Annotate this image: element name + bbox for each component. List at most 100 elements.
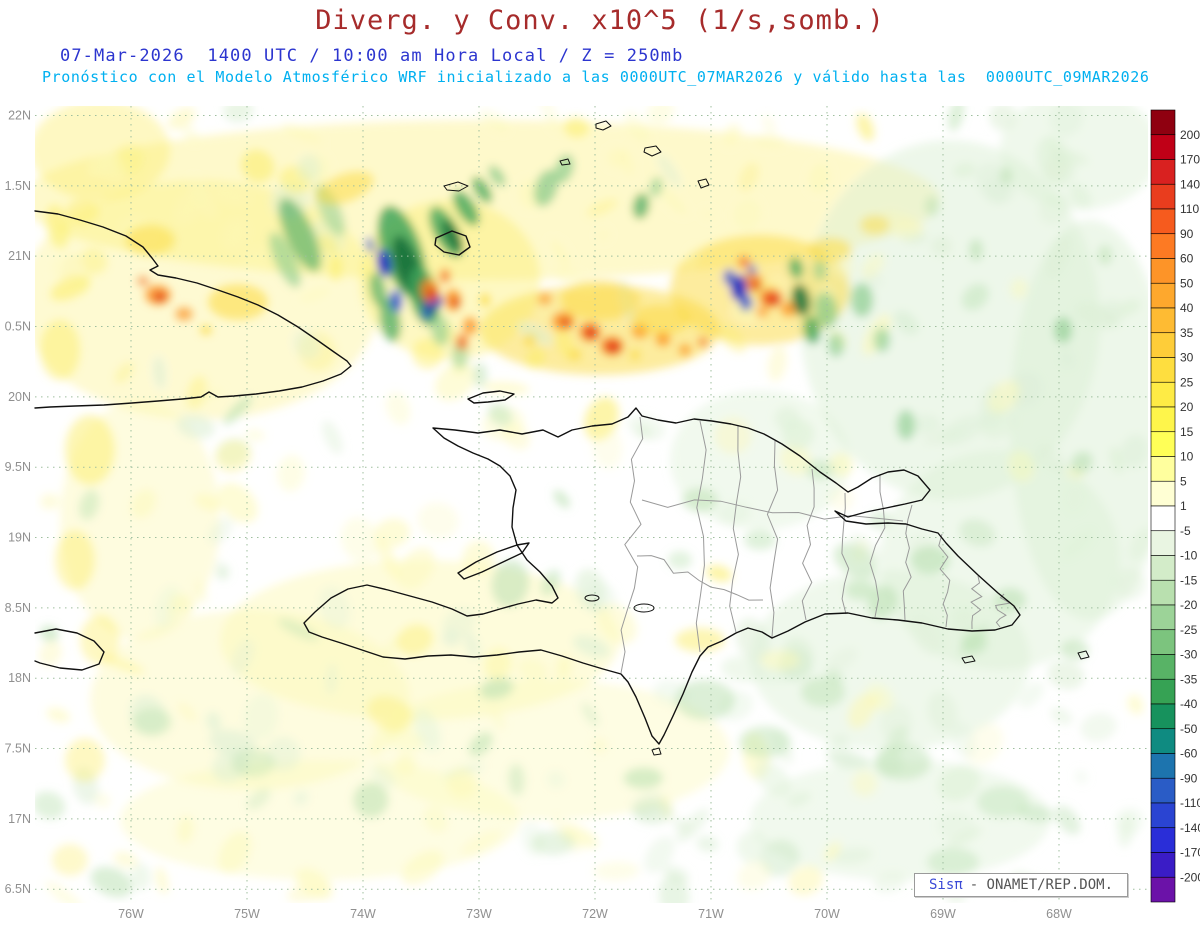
credit-box: Sisπ - ONAMET/REP.DOM. bbox=[914, 873, 1128, 897]
colorbar-segment bbox=[1150, 678, 1176, 705]
lon-label: 74W bbox=[350, 907, 376, 921]
colorbar-segment bbox=[1150, 654, 1176, 680]
axis-labels: 22N 1.5N 21N 0.5N 20N 9.5N 19N 8.5N 18N 7.5N 17N 6.… bbox=[5, 109, 1072, 922]
lon-label: 76W bbox=[118, 907, 144, 921]
lake-outline bbox=[633, 603, 655, 613]
colorbar-segment bbox=[1150, 728, 1176, 754]
colorbar-segment bbox=[1150, 604, 1176, 631]
colorbar-segment bbox=[1150, 307, 1176, 334]
colorbar-label: -170 bbox=[1180, 846, 1200, 860]
colorbar-segment bbox=[1150, 852, 1176, 878]
lon-label: 75W bbox=[234, 907, 260, 921]
colorbar-label: -200 bbox=[1180, 870, 1200, 884]
small-island bbox=[595, 120, 612, 131]
small-island bbox=[961, 655, 976, 664]
lake-outline bbox=[584, 594, 600, 602]
colorbar-label: 15 bbox=[1180, 425, 1194, 439]
colorbar-labels: 200 170 140 110 90 60 50 40 35 30 25 20 15 10 5 1 -5 -10 -… bbox=[1180, 128, 1200, 884]
colorbar-segment bbox=[1150, 282, 1176, 309]
small-island bbox=[643, 145, 662, 157]
lat-label: 21N bbox=[8, 249, 31, 263]
lat-label: 17N bbox=[8, 812, 31, 826]
lat-label: 7.5N bbox=[5, 742, 31, 756]
credit-brand: Sisπ bbox=[928, 877, 963, 893]
colorbar-segment bbox=[1150, 233, 1176, 259]
colorbar-label: 1 bbox=[1180, 499, 1187, 513]
colorbar-label: -10 bbox=[1180, 549, 1198, 563]
colorbar-label: 25 bbox=[1180, 375, 1194, 389]
small-island bbox=[559, 158, 571, 166]
colorbar-label: 20 bbox=[1180, 400, 1194, 414]
colorbar-label: 40 bbox=[1180, 301, 1194, 315]
lon-label: 73W bbox=[466, 907, 492, 921]
colorbar-label: 10 bbox=[1180, 450, 1194, 464]
lon-label: 69W bbox=[930, 907, 956, 921]
lat-label: 19N bbox=[8, 531, 31, 545]
lon-label: 68W bbox=[1046, 907, 1072, 921]
colorbar-segment bbox=[1150, 406, 1176, 433]
lon-label: 70W bbox=[814, 907, 840, 921]
lat-label: 20N bbox=[8, 390, 31, 404]
coastline-layer bbox=[34, 120, 1090, 756]
colorbar-segment bbox=[1150, 357, 1176, 383]
hispaniola-coastline bbox=[303, 407, 1021, 745]
colorbar bbox=[1150, 109, 1176, 903]
colorbar-label: -140 bbox=[1180, 821, 1200, 835]
colorbar-label: -15 bbox=[1180, 573, 1198, 587]
colorbar-segment bbox=[1150, 456, 1176, 482]
colorbar-segment bbox=[1150, 555, 1176, 581]
colorbar-label: 60 bbox=[1180, 252, 1194, 266]
colorbar-label: 170 bbox=[1180, 153, 1200, 167]
colorbar-label: 200 bbox=[1180, 128, 1200, 142]
small-island bbox=[443, 181, 469, 192]
subtitle-model-info: Pronóstico con el Modelo Atmosférico WRF… bbox=[42, 68, 1150, 86]
province-boundaries-layer bbox=[620, 416, 1012, 674]
colorbar-label: 35 bbox=[1180, 326, 1194, 340]
colorbar-label: 110 bbox=[1180, 202, 1199, 216]
colorbar-segment bbox=[1150, 431, 1176, 457]
colorbar-segment bbox=[1150, 258, 1176, 284]
colorbar-label: -40 bbox=[1180, 697, 1198, 711]
colorbar-segment bbox=[1150, 753, 1176, 779]
lat-label: 8.5N bbox=[5, 601, 31, 615]
colorbar-segment bbox=[1150, 629, 1176, 655]
small-island bbox=[1077, 650, 1090, 660]
cuba-coastline bbox=[34, 210, 352, 409]
colorbar-label: -90 bbox=[1180, 771, 1198, 785]
lon-label: 72W bbox=[582, 907, 608, 921]
lat-label: 22N bbox=[8, 109, 31, 123]
colorbar-label: -35 bbox=[1180, 672, 1198, 686]
colorbar-label: -50 bbox=[1180, 722, 1198, 736]
colorbar-segment bbox=[1150, 505, 1176, 532]
colorbar-segment bbox=[1150, 579, 1176, 606]
colorbar-label: -25 bbox=[1180, 623, 1198, 637]
lon-label: 71W bbox=[698, 907, 724, 921]
colorbar-label: 140 bbox=[1180, 177, 1200, 191]
colorbar-segment bbox=[1150, 332, 1176, 358]
lat-label: 9.5N bbox=[5, 460, 31, 474]
colorbar-segment bbox=[1150, 777, 1176, 804]
colorbar-segment bbox=[1150, 703, 1176, 730]
colorbar-label: -20 bbox=[1180, 598, 1198, 612]
colorbar-segment bbox=[1150, 134, 1176, 160]
subtitle-valid-time: 07-Mar-2026 1400 UTC / 10:00 am Hora Loc… bbox=[60, 46, 684, 66]
colorbar-label: -110 bbox=[1180, 796, 1200, 810]
lat-label: 1.5N bbox=[5, 179, 31, 193]
colorbar-segment bbox=[1150, 876, 1176, 903]
colorbar-segment bbox=[1150, 827, 1176, 853]
colorbar-segment bbox=[1150, 480, 1176, 507]
colorbar-segment bbox=[1150, 208, 1176, 235]
colorbar-label: 30 bbox=[1180, 351, 1194, 365]
jamaica-coastline bbox=[34, 628, 105, 671]
gonave-island bbox=[457, 542, 530, 580]
colorbar-segment bbox=[1150, 802, 1176, 829]
small-island bbox=[651, 747, 662, 756]
lat-label: 6.5N bbox=[5, 882, 31, 896]
colorbar-label: 90 bbox=[1180, 227, 1194, 241]
colorbar-segment bbox=[1150, 109, 1176, 136]
lat-label: 18N bbox=[8, 671, 31, 685]
colorbar-label: -60 bbox=[1180, 747, 1198, 761]
colorbar-label: -5 bbox=[1180, 524, 1191, 538]
